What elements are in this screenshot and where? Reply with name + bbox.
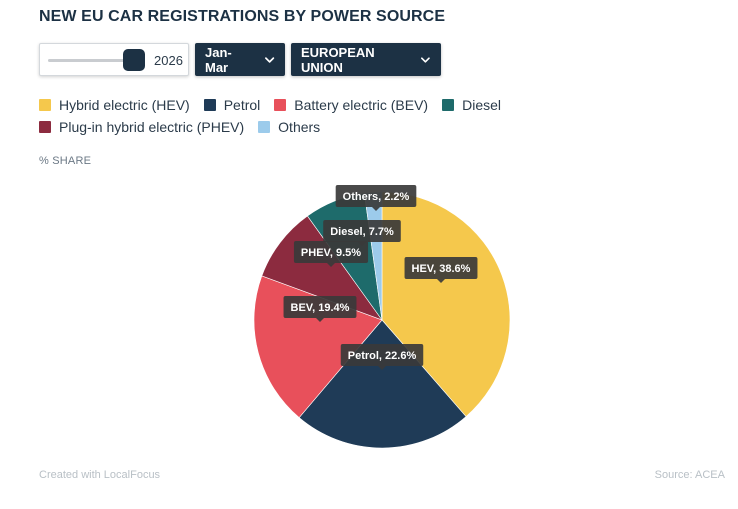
legend-label: Plug-in hybrid electric (PHEV) bbox=[59, 119, 245, 135]
data-label: Others, 2.2% bbox=[335, 185, 417, 211]
data-label-box bbox=[335, 185, 417, 207]
data-label-pointer bbox=[327, 263, 335, 267]
pie-slice-petrol[interactable] bbox=[298, 319, 467, 449]
legend-label: Diesel bbox=[462, 97, 502, 113]
data-labels: HEV, 38.6% Petrol, 22.6% BEV, 19.4% PHEV, 9… bbox=[283, 185, 478, 370]
data-label-box bbox=[293, 241, 369, 263]
data-label-text: Petrol, 22.6% bbox=[348, 350, 417, 362]
pie-slice-hev[interactable] bbox=[381, 191, 511, 417]
data-label-pointer bbox=[372, 207, 380, 211]
period-dropdown[interactable]: Jan-Mar bbox=[195, 43, 285, 76]
legend-item[interactable]: Others bbox=[258, 119, 320, 135]
data-label: Petrol, 22.6% bbox=[340, 344, 424, 370]
legend-label: Battery electric (BEV) bbox=[294, 97, 429, 113]
data-label-box bbox=[323, 220, 401, 242]
year-slider-handle[interactable] bbox=[123, 49, 145, 71]
region-dropdown[interactable]: EUROPEAN UNION bbox=[291, 43, 441, 76]
data-label-pointer bbox=[358, 242, 366, 246]
year-slider[interactable]: 2026 bbox=[39, 43, 189, 76]
data-label-pointer bbox=[378, 366, 386, 370]
legend-label: Petrol bbox=[223, 97, 261, 113]
data-label-box bbox=[404, 257, 478, 279]
credit-text: Created with LocalFocus bbox=[39, 469, 161, 481]
year-value: 2026 bbox=[154, 53, 183, 68]
data-label-text: BEV, 19.4% bbox=[291, 302, 350, 314]
unit-label: % SHARE bbox=[39, 155, 92, 167]
chevron-down-icon bbox=[264, 56, 274, 63]
legend-item[interactable]: Petrol bbox=[203, 97, 261, 113]
legend-item[interactable]: Diesel bbox=[442, 97, 501, 113]
data-label-box bbox=[283, 296, 357, 318]
data-label: PHEV, 9.5% bbox=[293, 241, 369, 267]
data-label: Diesel, 7.7% bbox=[323, 220, 401, 246]
chart-legend: Hybrid electric (HEV) Petrol Battery elect… bbox=[39, 97, 719, 135]
legend-label: Hybrid electric (HEV) bbox=[59, 97, 190, 113]
legend-item[interactable]: Plug-in hybrid electric (PHEV) bbox=[39, 119, 244, 135]
chart-title: NEW EU CAR REGISTRATIONS BY POWER SOURCE bbox=[39, 8, 446, 25]
data-label-text: HEV, 38.6% bbox=[412, 263, 471, 275]
legend-item[interactable]: Battery electric (BEV) bbox=[274, 97, 428, 113]
data-label: BEV, 19.4% bbox=[283, 296, 357, 322]
data-label-text: Others, 2.2% bbox=[343, 191, 410, 203]
period-dropdown-label: Jan-Mar bbox=[205, 44, 232, 75]
legend-label: Others bbox=[278, 119, 321, 135]
region-dropdown-label: EUROPEAN UNION bbox=[301, 44, 375, 75]
chevron-down-icon bbox=[421, 56, 431, 63]
data-label: HEV, 38.6% bbox=[404, 257, 478, 283]
legend-swatch bbox=[39, 99, 51, 111]
legend-swatch bbox=[442, 99, 455, 111]
legend-swatch bbox=[39, 121, 51, 133]
legend-swatch bbox=[274, 99, 287, 111]
data-label-pointer bbox=[316, 318, 324, 322]
data-label-text: PHEV, 9.5% bbox=[301, 247, 361, 259]
legend-swatch bbox=[258, 121, 271, 133]
legend-item[interactable]: Hybrid electric (HEV) bbox=[39, 97, 190, 113]
data-label-box bbox=[340, 344, 424, 366]
source-text: Source: ACEA bbox=[654, 469, 725, 481]
legend-swatch bbox=[203, 99, 216, 111]
filter-controls: 2026 Jan-Mar EUROPEAN UNION bbox=[39, 43, 441, 76]
data-label-text: Diesel, 7.7% bbox=[330, 226, 394, 238]
data-label-pointer bbox=[437, 279, 445, 283]
year-slider-track[interactable] bbox=[48, 59, 128, 62]
pie-slice-phev[interactable] bbox=[261, 215, 383, 321]
